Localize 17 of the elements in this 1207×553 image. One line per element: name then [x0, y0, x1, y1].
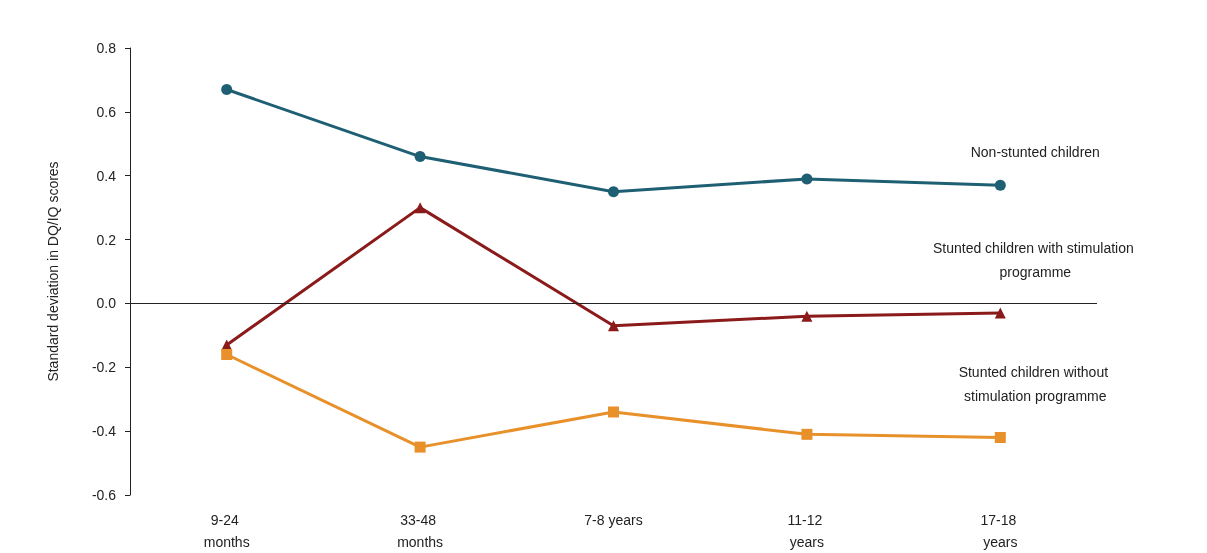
y-tick-label: 0.0 — [96, 295, 117, 312]
x-tick-label: 11-12 years — [787, 512, 827, 550]
y-tick-label: -0.4 — [91, 423, 117, 440]
x-tick-label: 7-8 years — [584, 512, 643, 528]
y-tick-label: -0.6 — [91, 487, 117, 503]
x-tick-label: 9-24 months — [203, 512, 250, 550]
y-tick-label: 0.6 — [96, 103, 117, 120]
y-tick-label: 0.8 — [96, 40, 117, 56]
x-tick-label: 17-18 years — [980, 512, 1021, 550]
x-tick-label: 33-48 months — [397, 512, 444, 550]
y-tick-label: 0.2 — [96, 231, 117, 248]
y-tick-label: 0.4 — [96, 167, 117, 184]
y-tick-label: -0.2 — [91, 359, 117, 376]
text: Stunted children without stimulation programme — [958, 364, 1112, 405]
y-axis-title: Standard deviation in DQ/IQ scores — [45, 161, 61, 382]
text: Stunted children with stimulation programme — [932, 239, 1138, 280]
series-label: Non-stunted children — [970, 143, 1100, 160]
